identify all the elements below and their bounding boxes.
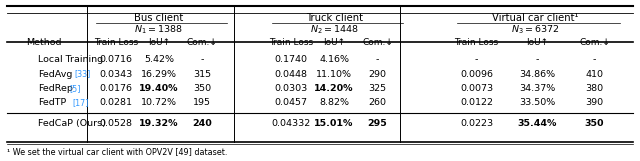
Text: $N_2 = 1448$: $N_2 = 1448$	[310, 23, 359, 36]
Text: 0.0716: 0.0716	[99, 55, 132, 64]
Text: 11.10%: 11.10%	[316, 70, 352, 79]
Text: 10.72%: 10.72%	[141, 98, 177, 107]
Text: -: -	[475, 55, 478, 64]
Text: 35.44%: 35.44%	[518, 119, 557, 128]
Text: Method: Method	[26, 38, 62, 47]
Text: 195: 195	[193, 98, 211, 107]
Text: [17]: [17]	[72, 98, 89, 107]
Text: -: -	[200, 55, 204, 64]
Text: FedCaP (Ours): FedCaP (Ours)	[38, 119, 106, 128]
Text: 0.0096: 0.0096	[460, 70, 493, 79]
Text: Train Loss: Train Loss	[269, 38, 314, 47]
Text: Truck client: Truck client	[306, 13, 363, 23]
Text: ¹ We set the virtual car client with OPV2V [49] dataset.: ¹ We set the virtual car client with OPV…	[7, 147, 227, 156]
Text: -: -	[593, 55, 596, 64]
Text: IoU↑: IoU↑	[148, 38, 170, 47]
Text: 390: 390	[586, 98, 604, 107]
Text: 0.0223: 0.0223	[460, 119, 493, 128]
Text: $N_1 = 1388$: $N_1 = 1388$	[134, 23, 183, 36]
Text: 8.82%: 8.82%	[319, 98, 349, 107]
Text: 16.29%: 16.29%	[141, 70, 177, 79]
Text: 350: 350	[585, 119, 604, 128]
Text: IoU↑: IoU↑	[526, 38, 548, 47]
Text: 5.42%: 5.42%	[144, 55, 174, 64]
Text: IoU↑: IoU↑	[323, 38, 345, 47]
Text: FedTP: FedTP	[38, 98, 66, 107]
Text: 0.0343: 0.0343	[99, 70, 132, 79]
Text: Com.↓: Com.↓	[579, 38, 610, 47]
Text: Bus client: Bus client	[134, 13, 184, 23]
Text: 410: 410	[586, 70, 604, 79]
Text: 0.04332: 0.04332	[271, 119, 311, 128]
Text: Com.↓: Com.↓	[186, 38, 218, 47]
Text: 19.32%: 19.32%	[140, 119, 179, 128]
Text: 380: 380	[586, 84, 604, 93]
Text: 15.01%: 15.01%	[314, 119, 354, 128]
Text: 0.0303: 0.0303	[275, 84, 308, 93]
Text: 0.0122: 0.0122	[460, 98, 493, 107]
Text: [5]: [5]	[70, 84, 81, 93]
Text: 0.0448: 0.0448	[275, 70, 308, 79]
Text: FedRep: FedRep	[38, 84, 72, 93]
Text: 290: 290	[369, 70, 387, 79]
Text: 34.86%: 34.86%	[519, 70, 555, 79]
Text: -: -	[536, 55, 539, 64]
Text: -: -	[376, 55, 379, 64]
Text: 0.1740: 0.1740	[275, 55, 308, 64]
Text: Train Loss: Train Loss	[454, 38, 499, 47]
Text: FedAvg: FedAvg	[38, 70, 72, 79]
Text: Com.↓: Com.↓	[362, 38, 393, 47]
Text: 350: 350	[193, 84, 211, 93]
Text: 325: 325	[369, 84, 387, 93]
Text: 0.0176: 0.0176	[99, 84, 132, 93]
Text: 0.0281: 0.0281	[99, 98, 132, 107]
Text: 33.50%: 33.50%	[519, 98, 556, 107]
Text: 260: 260	[369, 98, 387, 107]
Text: 315: 315	[193, 70, 211, 79]
Text: 34.37%: 34.37%	[519, 84, 556, 93]
Text: [33]: [33]	[75, 70, 91, 79]
Text: 0.0457: 0.0457	[275, 98, 308, 107]
Text: Virtual car client¹: Virtual car client¹	[492, 13, 579, 23]
Text: 0.0528: 0.0528	[99, 119, 132, 128]
Text: 240: 240	[192, 119, 212, 128]
Text: $N_3 = 6372$: $N_3 = 6372$	[511, 23, 560, 36]
Text: Train Loss: Train Loss	[93, 38, 138, 47]
Text: 4.16%: 4.16%	[319, 55, 349, 64]
Text: 14.20%: 14.20%	[314, 84, 354, 93]
Text: Local Training: Local Training	[38, 55, 103, 64]
Text: 295: 295	[367, 119, 387, 128]
Text: 19.40%: 19.40%	[140, 84, 179, 93]
Text: 0.0073: 0.0073	[460, 84, 493, 93]
